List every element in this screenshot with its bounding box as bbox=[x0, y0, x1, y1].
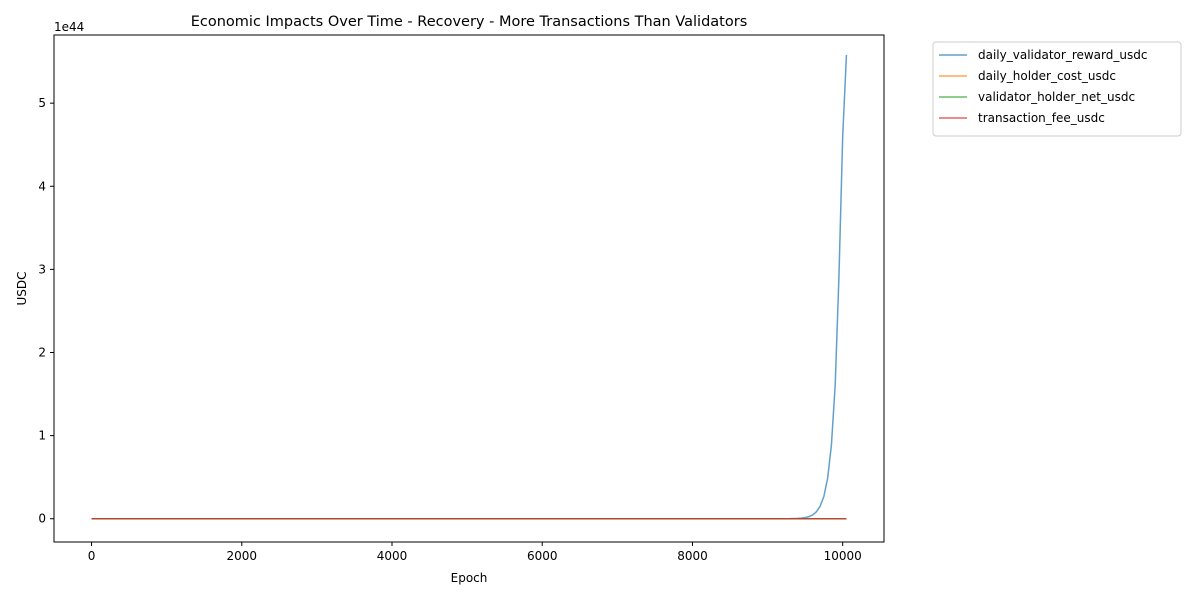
legend-label-daily_holder_cost_usdc: daily_holder_cost_usdc bbox=[978, 69, 1116, 83]
y-axis-label: USDC bbox=[15, 271, 29, 305]
series-line-daily_validator_reward_usdc bbox=[91, 54, 848, 520]
y-tick-label: 1 bbox=[38, 429, 46, 443]
y-axis: 0 1 2 3 4 5 bbox=[38, 96, 54, 526]
plot-frame bbox=[53, 34, 885, 543]
y-tick-label: 0 bbox=[38, 512, 46, 526]
legend-label-validator_holder_net_usdc: validator_holder_net_usdc bbox=[978, 90, 1135, 104]
legend-box bbox=[932, 41, 1182, 137]
x-tick-label: 6000 bbox=[527, 549, 558, 563]
x-tick-label: 10000 bbox=[824, 549, 862, 563]
legend-label-daily_validator_reward_usdc: daily_validator_reward_usdc bbox=[978, 48, 1147, 62]
x-tick-label: 4000 bbox=[377, 549, 408, 563]
y-tick-label: 4 bbox=[38, 179, 46, 193]
x-axis: 0 2000 4000 6000 8000 10000 bbox=[88, 542, 862, 563]
plot-series bbox=[91, 54, 848, 520]
x-tick-label: 8000 bbox=[677, 549, 708, 563]
x-axis-label: Epoch bbox=[451, 571, 488, 585]
y-tick-label: 5 bbox=[38, 96, 46, 110]
y-tick-label: 3 bbox=[38, 262, 46, 276]
y-tick-label: 2 bbox=[38, 345, 46, 359]
x-tick-label: 0 bbox=[88, 549, 96, 563]
legend: daily_validator_reward_usdc daily_holder_… bbox=[932, 41, 1182, 137]
chart-title: Economic Impacts Over Time - Recovery - … bbox=[191, 14, 748, 30]
legend-label-transaction_fee_usdc: transaction_fee_usdc bbox=[978, 111, 1105, 125]
x-tick-label: 2000 bbox=[227, 549, 258, 563]
y-axis-offset-label: 1e44 bbox=[54, 20, 84, 34]
